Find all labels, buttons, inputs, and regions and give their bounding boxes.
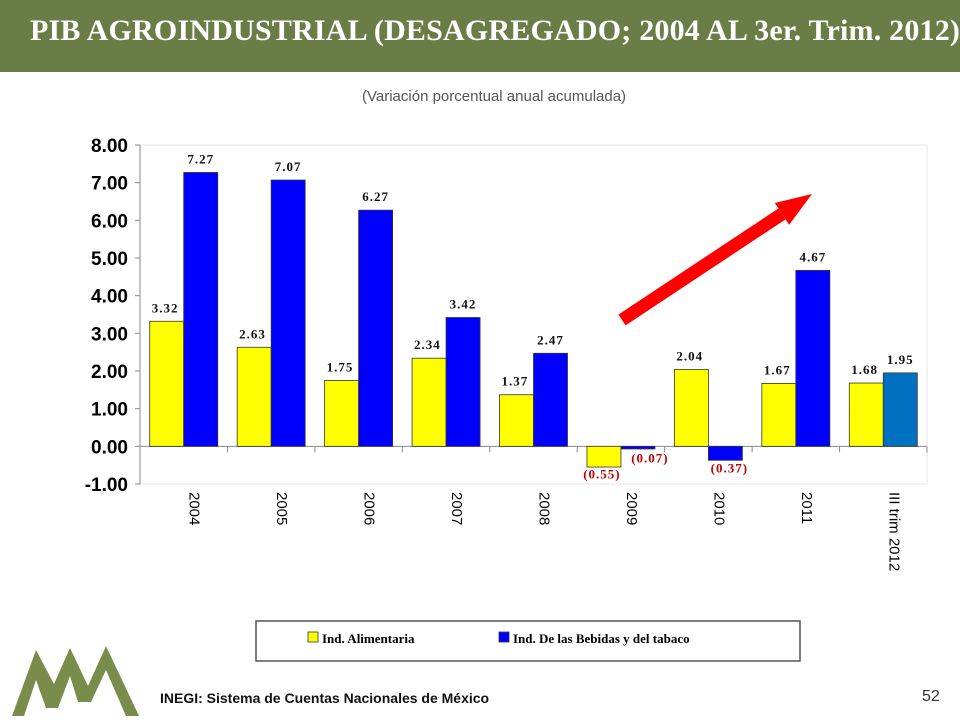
x-tick-label: 2009: [623, 492, 640, 525]
bar-ind-alimentaria: [324, 380, 360, 447]
bar-ind-bebidas-tabaco: [358, 209, 394, 447]
y-tick-label: 2.00: [91, 362, 128, 383]
y-tick-label: 3.00: [91, 324, 128, 345]
page-number: 52: [922, 688, 940, 705]
bar-ind-bebidas-tabaco: [270, 179, 306, 447]
bar-ind-bebidas-tabaco: [882, 372, 918, 447]
mountains-logo-icon: [12, 646, 139, 716]
data-label: 2.34: [414, 337, 441, 352]
legend-label-alimentaria: Ind. Alimentaria: [322, 631, 415, 646]
x-tick-label: 2004: [186, 492, 203, 525]
legend-label-bebidas: Ind. De las Bebidas y del tabaco: [513, 631, 690, 646]
data-label: 1.75: [327, 359, 354, 374]
bar-ind-bebidas-tabaco: [707, 445, 743, 461]
y-tick-label: 7.00: [91, 174, 128, 195]
y-tick-label: -1.00: [85, 475, 128, 496]
y-tick-label: 1.00: [91, 400, 128, 421]
data-label: 4.67: [799, 249, 826, 264]
x-tick-label: 2006: [361, 492, 378, 525]
bar-ind-bebidas-tabaco: [533, 352, 568, 447]
data-label: 3.32: [152, 300, 179, 315]
bar-ind-bebidas-tabaco: [620, 445, 656, 450]
y-tick-label: 5.00: [91, 249, 128, 270]
chart-subtitle: (Variación porcentual anual acumulada): [362, 88, 627, 105]
bar-ind-alimentaria: [236, 346, 272, 447]
bar-ind-bebidas-tabaco: [445, 317, 481, 447]
x-tick-label: 2010: [710, 492, 727, 525]
legend-box: [255, 620, 801, 662]
source-note: INEGI: Sistema de Cuentas Nacionales de …: [160, 690, 490, 706]
data-label: (0.55): [583, 466, 620, 481]
legend-swatch-alimentaria: [307, 631, 319, 643]
bar-ind-alimentaria: [499, 394, 534, 447]
bar-chart: 8.00 7.00 6.00 5.00 4.00 3.00 2.00 1.00 0.00 -1.0…: [85, 136, 928, 662]
data-label: 6.27: [362, 189, 389, 204]
data-label: 7.27: [187, 151, 214, 166]
data-label: 1.95: [887, 352, 914, 367]
bar-ind-bebidas-tabaco: [183, 172, 219, 447]
y-tick-label: 6.00: [91, 211, 128, 232]
bar-ind-alimentaria: [586, 445, 622, 468]
bar-ind-bebidas-tabaco: [795, 270, 831, 447]
x-tick-label: 2011: [798, 492, 815, 524]
data-label: 2.63: [239, 326, 266, 341]
x-tick-label: 2005: [273, 492, 290, 525]
bar-ind-alimentaria: [411, 357, 447, 447]
bar-ind-alimentaria: [149, 320, 185, 447]
legend-swatch-bebidas: [498, 631, 510, 643]
data-label: 1.67: [764, 362, 791, 377]
data-label: 2.47: [537, 332, 564, 347]
y-tick-label: 0.00: [91, 437, 128, 458]
bar-ind-alimentaria: [848, 382, 884, 447]
data-label: 1.68: [851, 362, 878, 377]
data-label: (0.07): [631, 450, 668, 465]
title-bar: PIB AGROINDUSTRIAL (DESAGREGADO; 2004 AL…: [0, 0, 960, 72]
data-label: 7.07: [275, 159, 302, 174]
page-title: PIB AGROINDUSTRIAL (DESAGREGADO; 2004 AL…: [30, 14, 960, 47]
data-label: 2.04: [676, 348, 703, 363]
x-tick-label: 2008: [536, 492, 553, 525]
bar-ind-alimentaria: [761, 383, 797, 447]
x-tick-label: 2007: [448, 492, 465, 525]
data-label: 1.37: [502, 374, 529, 389]
data-label: (0.37): [711, 460, 748, 475]
trend-arrow-head: [774, 194, 812, 225]
trend-arrow-shaft: [618, 208, 786, 326]
bar-ind-alimentaria: [673, 369, 709, 447]
y-tick-label: 8.00: [91, 136, 128, 157]
y-tick-label: 4.00: [91, 287, 128, 308]
x-tick-label: III trim 2012: [885, 492, 902, 571]
data-label: 3.42: [450, 297, 477, 312]
